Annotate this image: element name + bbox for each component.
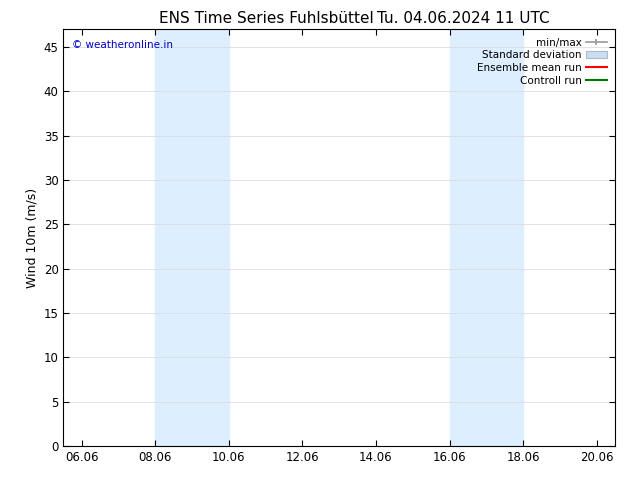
Text: ENS Time Series Fuhlsbüttel: ENS Time Series Fuhlsbüttel: [159, 11, 373, 26]
Text: © weatheronline.in: © weatheronline.in: [72, 40, 172, 50]
Bar: [155, 29, 229, 446]
Legend: min/max, Standard deviation, Ensemble mean run, Controll run: min/max, Standard deviation, Ensemble me…: [474, 35, 610, 89]
Text: Tu. 04.06.2024 11 UTC: Tu. 04.06.2024 11 UTC: [377, 11, 549, 26]
Bar: [450, 29, 523, 446]
Y-axis label: Wind 10m (m/s): Wind 10m (m/s): [25, 188, 38, 288]
